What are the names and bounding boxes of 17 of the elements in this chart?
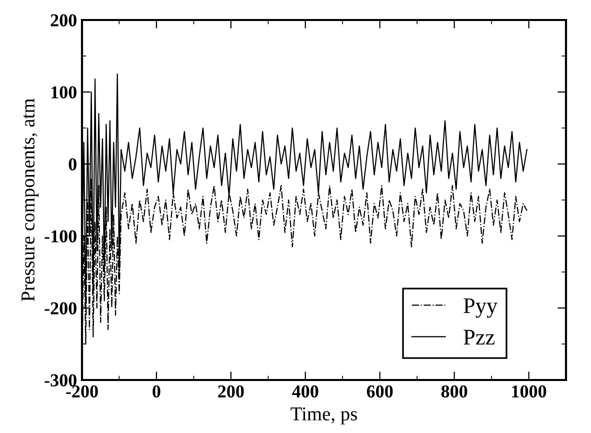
y-tick-label: 100 xyxy=(52,86,76,98)
x-tick-label: 200 xyxy=(218,385,244,398)
x-tick-label: 400 xyxy=(292,385,318,398)
x-tick-label: 800 xyxy=(441,385,468,398)
x-tick-label: 0 xyxy=(152,385,160,398)
legend-label: Pzz xyxy=(464,330,494,344)
y-axis-title: Pressure components, atm xyxy=(22,98,38,302)
y-tick-label: 0 xyxy=(68,158,76,170)
y-tick-label: -200 xyxy=(44,302,76,314)
x-tick-label: 600 xyxy=(366,385,393,398)
x-tick-label: 1000 xyxy=(512,385,546,398)
x-tick-label: -200 xyxy=(66,385,98,398)
y-tick-label: -100 xyxy=(44,230,76,242)
x-axis-title: Time, ps xyxy=(290,407,357,424)
y-tick-label: 200 xyxy=(50,14,76,26)
legend-label: Pyy xyxy=(464,298,498,318)
y-tick-label: -300 xyxy=(44,374,76,386)
